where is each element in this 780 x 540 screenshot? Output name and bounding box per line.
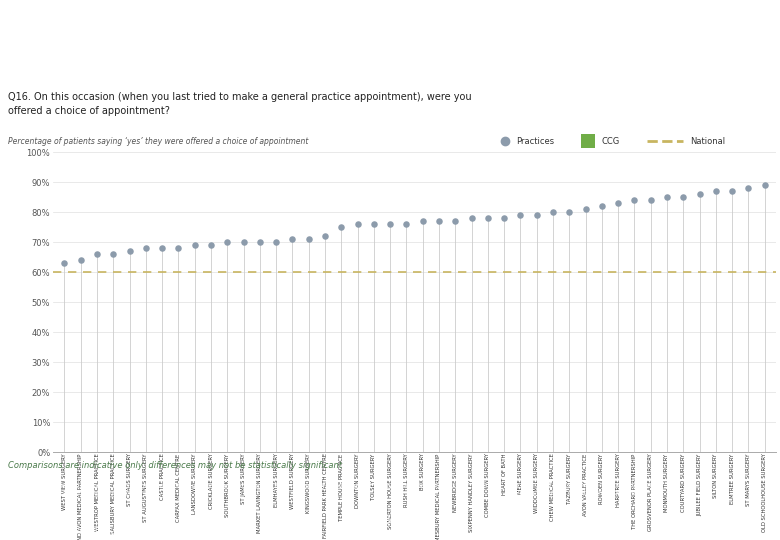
Point bbox=[547, 208, 559, 217]
Text: National: National bbox=[690, 137, 725, 145]
Text: Social Research Institute: Social Research Institute bbox=[8, 525, 103, 534]
Point bbox=[743, 184, 755, 192]
FancyBboxPatch shape bbox=[581, 134, 595, 148]
Point bbox=[221, 238, 233, 246]
Point bbox=[367, 220, 380, 228]
Text: Ipsos MORI: Ipsos MORI bbox=[8, 512, 65, 521]
Point bbox=[466, 214, 478, 222]
Point bbox=[449, 217, 462, 225]
Text: ‘Yes’ = ‘a choice of place’ and/or ‘a choice of time or
day’ and/or ‘a choice of: ‘Yes’ = ‘a choice of place’ and/or ‘a ch… bbox=[488, 483, 664, 496]
Point bbox=[384, 220, 396, 228]
Point bbox=[628, 195, 640, 204]
Point bbox=[107, 249, 119, 258]
Point bbox=[189, 241, 201, 249]
Point bbox=[254, 238, 266, 246]
Point bbox=[514, 211, 526, 219]
Point bbox=[303, 235, 315, 244]
Point bbox=[433, 217, 445, 225]
Point bbox=[758, 181, 771, 190]
Point bbox=[481, 214, 494, 222]
Point bbox=[237, 238, 250, 246]
Text: Practices: Practices bbox=[516, 137, 555, 145]
Text: Base: All who tried to make an appointment since being registered excluding ‘Can: Base: All who tried to make an appointme… bbox=[8, 483, 495, 489]
Point bbox=[270, 238, 282, 246]
Point bbox=[140, 244, 152, 252]
Point bbox=[123, 247, 136, 255]
Point bbox=[400, 220, 413, 228]
Point bbox=[693, 190, 706, 198]
Point bbox=[319, 232, 332, 240]
Point bbox=[90, 249, 103, 258]
Point bbox=[74, 255, 87, 264]
Text: Q16. On this occasion (when you last tried to make a general practice appointmen: Q16. On this occasion (when you last tri… bbox=[8, 92, 471, 116]
Point bbox=[335, 222, 348, 231]
Text: Comparisons are indicative only: differences may not be statistically significan: Comparisons are indicative only: differe… bbox=[8, 462, 342, 470]
Point bbox=[661, 193, 673, 201]
Point bbox=[498, 214, 510, 222]
Text: 34: 34 bbox=[382, 514, 398, 527]
Point bbox=[286, 235, 299, 244]
Point bbox=[156, 244, 168, 252]
Text: CCG: CCG bbox=[601, 137, 619, 145]
Point bbox=[726, 187, 739, 195]
Point bbox=[351, 220, 363, 228]
Point bbox=[580, 205, 592, 213]
Point bbox=[563, 208, 576, 217]
Text: © Ipsos MORI    19-071809-01 | Version 1 | Public: © Ipsos MORI 19-071809-01 | Version 1 | … bbox=[8, 532, 162, 538]
Point bbox=[417, 217, 429, 225]
Text: (8541): Practice bases range from 20 to 122: (8541): Practice bases range from 20 to … bbox=[8, 489, 156, 496]
Text: Choice of appointment:
how the CCG’s practices compare: Choice of appointment: how the CCG’s pra… bbox=[10, 21, 314, 57]
Text: Percentage of patients saying ‘yes’ they were offered a choice of appointment: Percentage of patients saying ‘yes’ they… bbox=[8, 137, 308, 145]
Point bbox=[205, 241, 218, 249]
Point bbox=[596, 201, 608, 210]
Point bbox=[677, 193, 690, 201]
Point bbox=[172, 244, 185, 252]
Point bbox=[710, 187, 722, 195]
Point bbox=[530, 211, 543, 219]
Point bbox=[612, 199, 624, 207]
Point bbox=[644, 195, 657, 204]
Point bbox=[58, 259, 71, 267]
